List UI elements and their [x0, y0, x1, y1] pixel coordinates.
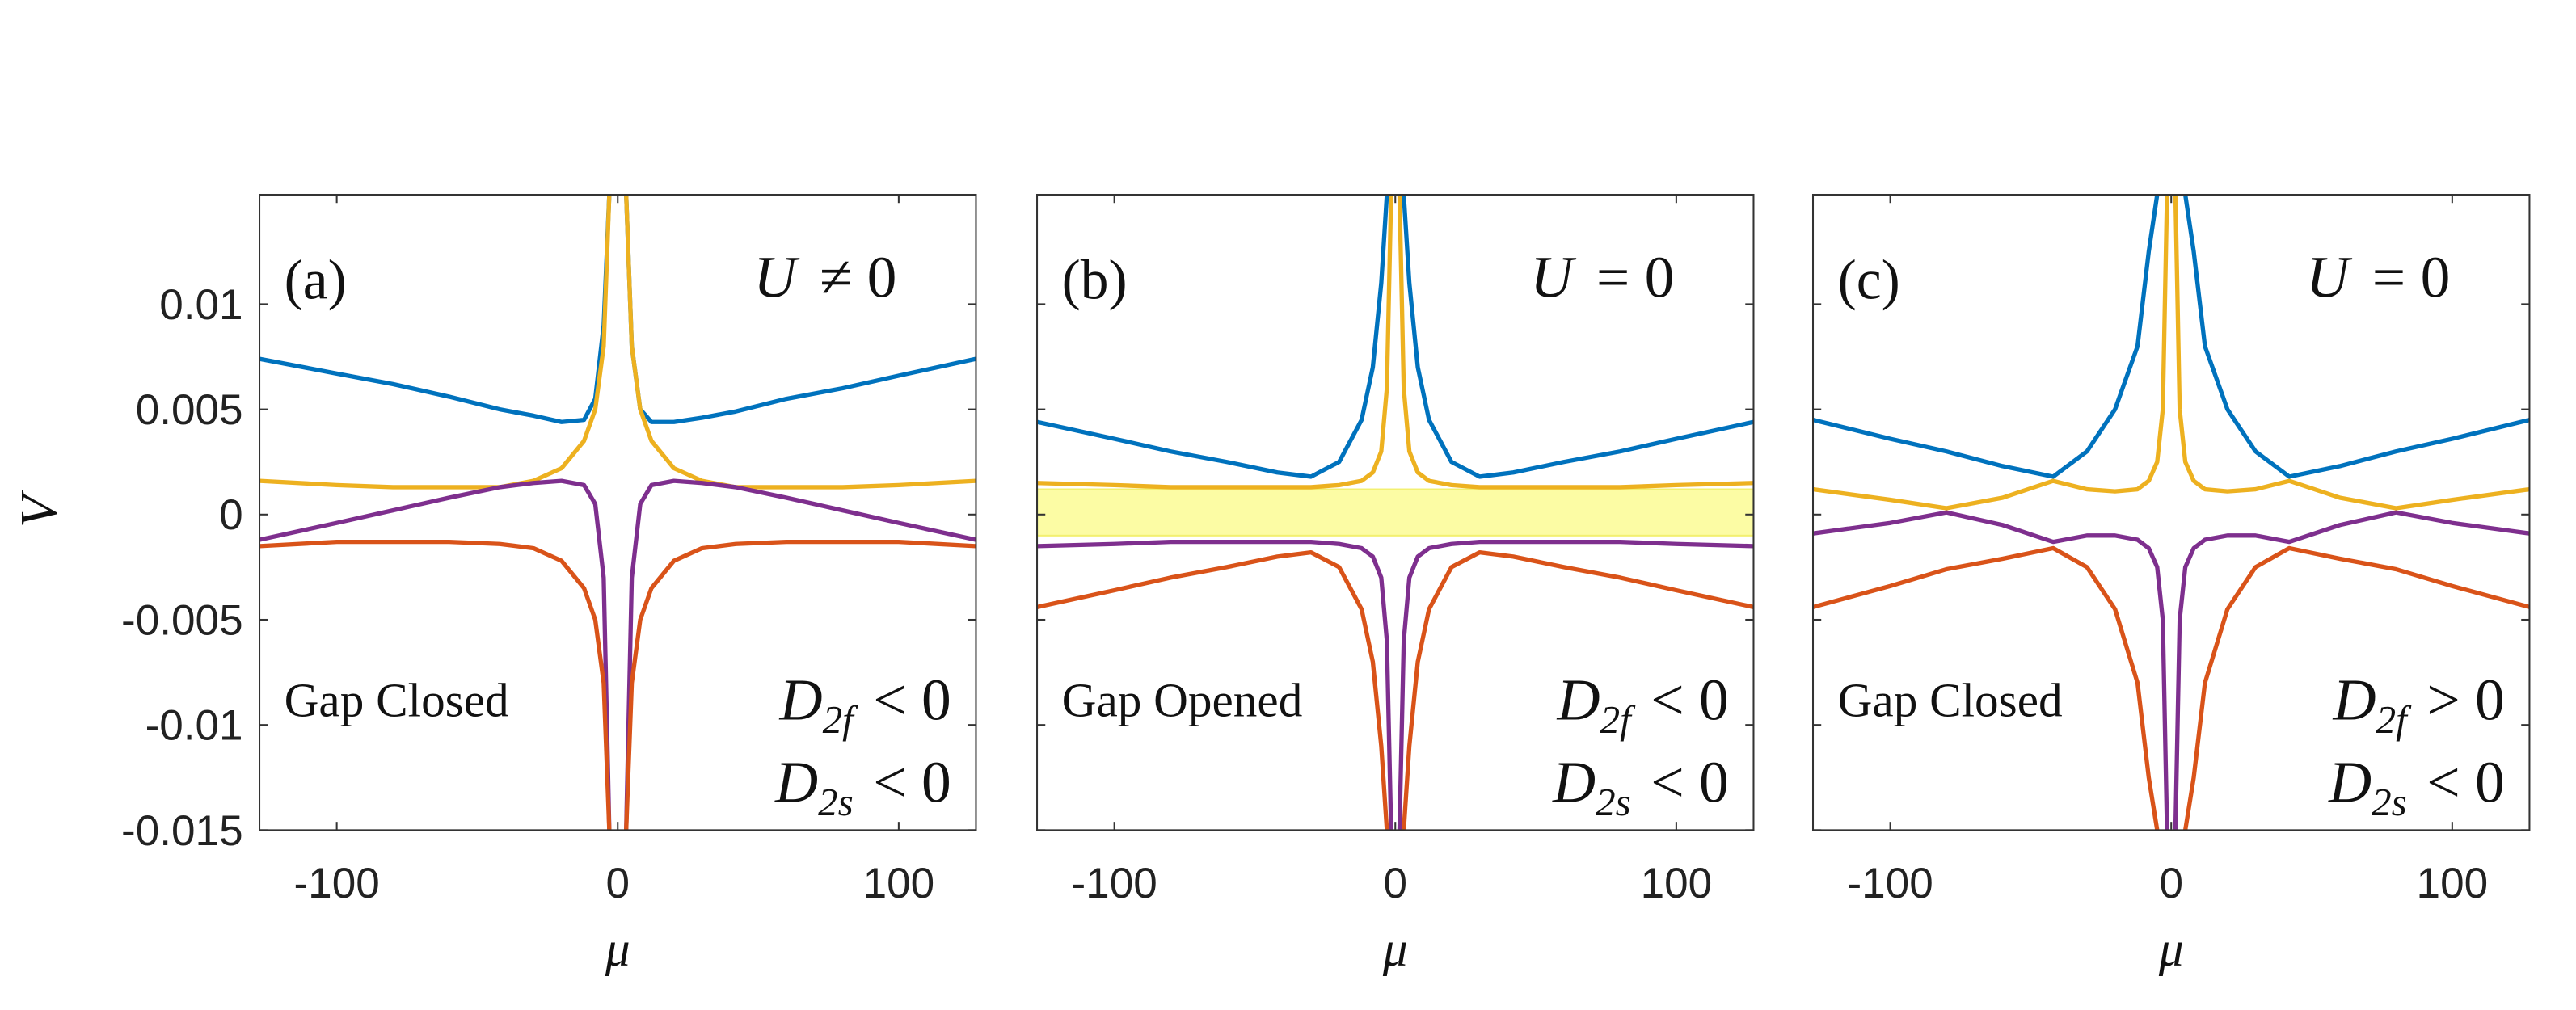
- series-line: [1037, 195, 1754, 490]
- u-rel: = 0: [2372, 244, 2451, 310]
- series-line: [1813, 510, 2530, 831]
- condition: D2f < 0: [1557, 667, 1729, 742]
- cond-rel: < 0: [1651, 749, 1729, 815]
- u-rel: = 0: [1596, 244, 1675, 310]
- x-tick-label: 100: [863, 860, 935, 907]
- series-line: [259, 539, 976, 831]
- series-line: [1037, 195, 1754, 479]
- u-var: U: [1530, 244, 1577, 310]
- cond-rel: < 0: [873, 667, 951, 733]
- x-axis-label: μ: [2158, 922, 2184, 977]
- series-line: [1813, 195, 2530, 511]
- panel-label: (b): [1062, 250, 1128, 312]
- cond-sub: 2f: [2376, 697, 2413, 742]
- panel-label: (c): [1838, 250, 1900, 312]
- cond-sub: 2s: [2372, 780, 2407, 824]
- cond-sub: 2f: [823, 697, 859, 742]
- x-tick-label: 0: [1383, 860, 1407, 907]
- cond-var: D: [778, 667, 822, 733]
- y-tick-label: 0: [219, 491, 243, 539]
- x-tick-label: -100: [293, 860, 379, 907]
- y-axis-label: V: [11, 490, 69, 528]
- cond-var: D: [2332, 667, 2376, 733]
- x-axis-label: μ: [1382, 922, 1408, 977]
- cond-rel: < 0: [1651, 667, 1729, 733]
- cond-sub: 2s: [1596, 780, 1631, 824]
- lines: [1813, 195, 2530, 831]
- condition: D2s < 0: [1552, 749, 1729, 824]
- condition: D2s < 0: [774, 749, 951, 824]
- u-var: U: [2306, 244, 2353, 310]
- series-line: [1037, 539, 1754, 831]
- panel-label: (a): [285, 250, 347, 312]
- lines: [1037, 195, 1754, 831]
- x-axis-label: μ: [605, 922, 630, 977]
- cond-var: D: [1552, 749, 1596, 815]
- cond-var: D: [1557, 667, 1600, 733]
- x-tick-label: 0: [605, 860, 630, 907]
- u-note: U = 0: [2306, 244, 2450, 310]
- y-tick-label: -0.01: [145, 702, 243, 750]
- cond-var: D: [774, 749, 818, 815]
- panel: -0.015 -0.01 -0.005 0 0.005 0.01 -100 0 100 μ V (a)…: [11, 193, 977, 977]
- condition: D2f < 0: [778, 667, 951, 742]
- gap-note: Gap Closed: [1838, 673, 2063, 726]
- cond-sub: 2s: [818, 780, 854, 824]
- series-line: [1037, 550, 1754, 831]
- u-note: U = 0: [1530, 244, 1674, 310]
- x-tick-label: 0: [2159, 860, 2183, 907]
- plot-area: [1813, 195, 2530, 831]
- cond-var: D: [2328, 749, 2372, 815]
- lines: [259, 195, 976, 831]
- cond-rel: < 0: [873, 749, 951, 815]
- u-var: U: [753, 244, 800, 310]
- y-tick-label: -0.005: [121, 596, 243, 644]
- gap-band: [1036, 488, 1755, 537]
- x-tick-label: -100: [1072, 860, 1157, 907]
- u-note: U ≠ 0: [753, 244, 896, 310]
- series-line: [1813, 545, 2530, 831]
- gap-note: Gap Closed: [285, 673, 509, 726]
- y-tick-label: 0.005: [136, 386, 243, 434]
- u-rel: ≠ 0: [820, 244, 896, 310]
- series-line: [1813, 195, 2530, 479]
- gap-note: Gap Opened: [1062, 673, 1303, 726]
- x-tick-label: 100: [1641, 860, 1713, 907]
- x-tick-label: -100: [1847, 860, 1933, 907]
- condition: D2s < 0: [2328, 749, 2505, 824]
- y-tick-label: 0.01: [159, 281, 242, 329]
- x-tick-label: 100: [2417, 860, 2489, 907]
- cond-sub: 2f: [1600, 697, 1637, 742]
- series-line: [259, 478, 976, 831]
- condition: D2f > 0: [2332, 667, 2504, 742]
- cond-rel: > 0: [2426, 667, 2505, 733]
- y-tick-label: -0.015: [121, 807, 243, 855]
- cond-rel: < 0: [2426, 749, 2505, 815]
